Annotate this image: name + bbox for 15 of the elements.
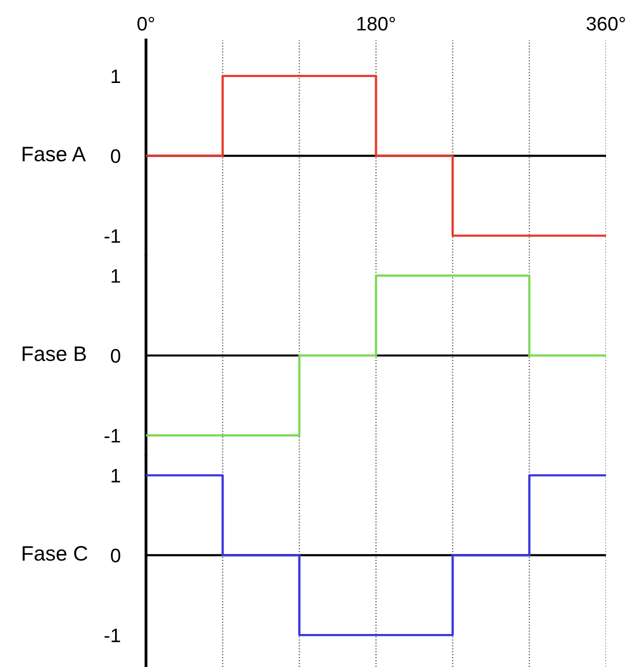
x-tick-label: 180° <box>357 16 395 31</box>
y-tick-label: 0 <box>110 348 120 363</box>
y-tick-label: 1 <box>112 269 120 283</box>
y-tick-label: 0 <box>110 548 120 562</box>
y-tick-label: 1 <box>112 468 120 482</box>
y-axis-title: Fase B <box>22 346 86 362</box>
y-tick-label: 1 <box>112 70 120 83</box>
y-tick-label: -1 <box>104 628 120 642</box>
y-axis-title: Fase C <box>22 546 88 561</box>
y-tick-label: 0 <box>110 149 120 164</box>
y-axis-title: Fase A <box>22 146 86 162</box>
y-tick-label: -1 <box>104 229 120 243</box>
x-tick-label: 0° <box>137 16 154 31</box>
y-tick-label: -1 <box>104 429 120 442</box>
x-tick-label: 360° <box>586 16 625 31</box>
